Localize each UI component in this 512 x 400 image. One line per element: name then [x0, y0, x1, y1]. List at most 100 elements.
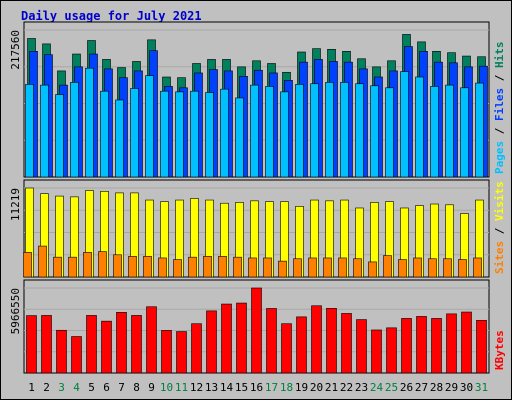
bar-kbytes-day-8: [131, 315, 142, 374]
bar-kbytes-day-14: [221, 303, 232, 374]
bar-pages-day-11: [175, 91, 184, 178]
bar-sites-day-31: [473, 257, 482, 278]
day-label-23: 23: [355, 381, 368, 394]
ymax-label-visits_sites: 11219: [9, 188, 22, 221]
chart-title: Daily usage for July 2021: [21, 9, 202, 23]
bar-kbytes-day-1: [26, 315, 37, 374]
day-label-18: 18: [280, 381, 293, 394]
bar-sites-day-25: [383, 255, 392, 278]
bar-pages-day-24: [370, 85, 379, 178]
day-label-11: 11: [175, 381, 188, 394]
legend-visits_sites: Sites / Visits: [493, 181, 506, 274]
day-label-17: 17: [265, 381, 278, 394]
bar-kbytes-day-5: [86, 315, 97, 374]
bar-sites-day-20: [308, 257, 317, 278]
bar-kbytes-day-21: [326, 308, 337, 374]
bar-pages-day-15: [235, 97, 244, 178]
day-label-4: 4: [73, 381, 80, 394]
bar-kbytes-day-13: [206, 310, 217, 374]
bar-sites-day-17: [263, 257, 272, 278]
bar-kbytes-day-7: [116, 312, 127, 374]
bar-sites-day-16: [248, 257, 257, 278]
day-label-31: 31: [475, 381, 488, 394]
bar-sites-day-9: [143, 256, 152, 278]
bar-pages-day-31: [475, 82, 484, 178]
bar-pages-day-9: [145, 75, 154, 178]
bar-kbytes-day-16: [251, 287, 262, 374]
bar-sites-day-15: [233, 256, 242, 278]
day-label-24: 24: [370, 381, 384, 394]
bar-kbytes-day-19: [296, 316, 307, 374]
bar-pages-day-21: [325, 82, 334, 178]
bar-pages-day-19: [295, 84, 304, 178]
bar-sites-day-30: [458, 259, 467, 278]
bar-pages-day-5: [85, 67, 94, 178]
day-label-5: 5: [88, 381, 95, 394]
bar-sites-day-28: [428, 258, 437, 278]
bar-kbytes-day-3: [56, 329, 67, 374]
bar-pages-day-17: [265, 86, 274, 178]
bar-pages-day-2: [40, 84, 49, 178]
legend-part-0: Pages: [493, 141, 506, 174]
bar-sites-day-19: [293, 258, 302, 278]
legend-part-4: Hits: [493, 42, 506, 69]
bar-kbytes-day-15: [236, 302, 247, 374]
bar-pages-day-13: [205, 92, 214, 178]
bar-kbytes-day-30: [461, 311, 472, 374]
bar-sites-day-2: [38, 245, 47, 278]
legend-kbytes: KBytes: [493, 330, 506, 370]
bar-pages-day-27: [415, 76, 424, 178]
bar-kbytes-day-28: [431, 318, 442, 374]
day-label-26: 26: [400, 381, 413, 394]
bar-pages-day-4: [70, 82, 79, 178]
day-label-8: 8: [133, 381, 140, 394]
bar-kbytes-day-17: [266, 308, 277, 374]
bar-kbytes-day-27: [416, 316, 427, 374]
bar-sites-day-1: [23, 252, 32, 278]
ymax-label-kbytes: 5966550: [9, 288, 22, 334]
bar-kbytes-day-20: [311, 305, 322, 374]
bar-sites-day-29: [443, 258, 452, 278]
day-label-14: 14: [220, 381, 234, 394]
legend-part-2: Files: [493, 88, 506, 121]
bar-pages-day-23: [355, 83, 364, 178]
legend-part-0: Sites: [493, 241, 506, 274]
bar-kbytes-day-24: [371, 329, 382, 374]
bar-sites-day-27: [413, 257, 422, 278]
bar-pages-day-1: [25, 84, 34, 178]
bar-sites-day-8: [128, 256, 137, 278]
bar-sites-day-7: [113, 254, 122, 278]
bar-kbytes-day-10: [161, 330, 172, 374]
day-label-19: 19: [295, 381, 308, 394]
bar-sites-day-10: [158, 257, 167, 278]
legend-part-0: KBytes: [493, 330, 506, 370]
day-label-7: 7: [118, 381, 125, 394]
bar-sites-day-14: [218, 256, 227, 278]
bar-pages-day-3: [55, 94, 64, 178]
bar-kbytes-day-26: [401, 318, 412, 374]
bar-sites-day-18: [278, 260, 287, 278]
day-label-27: 27: [415, 381, 428, 394]
bar-pages-day-10: [160, 90, 169, 178]
day-label-20: 20: [310, 381, 323, 394]
day-label-12: 12: [190, 381, 203, 394]
bar-kbytes-day-18: [281, 323, 292, 374]
day-label-6: 6: [103, 381, 110, 394]
bar-kbytes-day-2: [41, 315, 52, 374]
bar-pages-day-8: [130, 88, 139, 178]
day-label-21: 21: [325, 381, 338, 394]
bar-pages-day-7: [115, 99, 124, 178]
day-label-28: 28: [430, 381, 443, 394]
day-label-29: 29: [445, 381, 458, 394]
day-label-30: 30: [460, 381, 473, 394]
bar-sites-day-24: [368, 261, 377, 278]
day-label-15: 15: [235, 381, 248, 394]
bar-pages-day-30: [460, 87, 469, 178]
legend-part-3: /: [493, 68, 506, 88]
bar-pages-day-16: [250, 84, 259, 178]
bar-pages-day-26: [400, 71, 409, 178]
bar-kbytes-day-12: [191, 323, 202, 374]
day-label-16: 16: [250, 381, 263, 394]
day-label-13: 13: [205, 381, 218, 394]
ymax-label-hits_files_pages: 217560: [9, 30, 22, 70]
